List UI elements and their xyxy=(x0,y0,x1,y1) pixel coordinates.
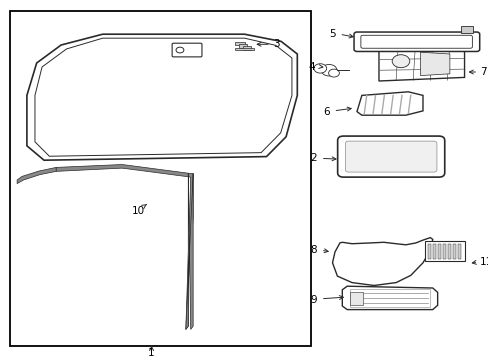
Circle shape xyxy=(176,47,183,53)
Circle shape xyxy=(313,64,326,73)
Text: 6: 6 xyxy=(322,107,329,117)
Text: 7: 7 xyxy=(479,67,486,77)
Circle shape xyxy=(321,64,336,76)
Bar xyxy=(349,292,363,305)
Polygon shape xyxy=(17,167,56,184)
Polygon shape xyxy=(342,286,437,310)
Bar xyxy=(447,244,450,259)
Polygon shape xyxy=(420,52,449,76)
Bar xyxy=(242,46,251,50)
FancyBboxPatch shape xyxy=(345,141,436,172)
Bar xyxy=(457,244,460,259)
Polygon shape xyxy=(56,165,193,329)
FancyBboxPatch shape xyxy=(360,35,471,48)
Circle shape xyxy=(328,69,339,77)
Text: 8: 8 xyxy=(309,245,316,255)
Bar xyxy=(238,44,247,48)
FancyBboxPatch shape xyxy=(337,136,444,177)
Bar xyxy=(452,244,455,259)
FancyBboxPatch shape xyxy=(172,43,202,57)
Text: 4: 4 xyxy=(308,62,315,72)
Bar xyxy=(427,244,430,259)
Text: 1: 1 xyxy=(148,348,155,358)
Bar xyxy=(437,244,440,259)
Text: 5: 5 xyxy=(328,29,335,39)
Polygon shape xyxy=(332,238,432,285)
Text: 10: 10 xyxy=(131,206,144,216)
Bar xyxy=(425,241,464,261)
Polygon shape xyxy=(185,174,193,329)
Bar xyxy=(460,26,472,33)
Polygon shape xyxy=(356,92,422,115)
Bar xyxy=(234,42,245,45)
Text: 3: 3 xyxy=(272,39,279,49)
Text: 2: 2 xyxy=(309,153,316,163)
Polygon shape xyxy=(27,34,297,160)
Polygon shape xyxy=(378,45,464,81)
Circle shape xyxy=(391,55,409,68)
Text: 9: 9 xyxy=(309,294,316,305)
Bar xyxy=(442,244,445,259)
Bar xyxy=(234,48,254,50)
Bar xyxy=(10,11,310,346)
FancyBboxPatch shape xyxy=(353,32,479,51)
Text: 11: 11 xyxy=(479,257,488,267)
Bar xyxy=(432,244,435,259)
